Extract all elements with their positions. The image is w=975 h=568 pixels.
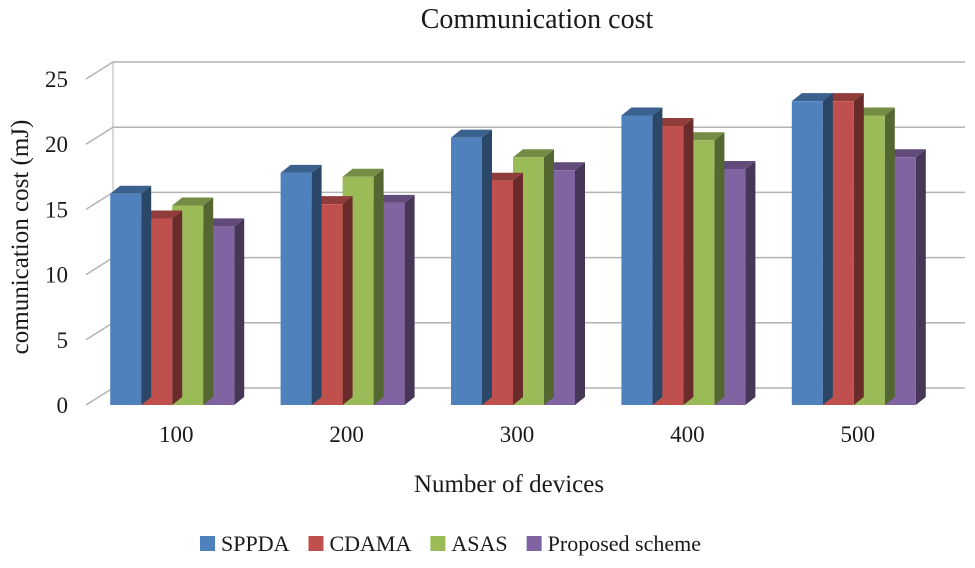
bar-side (513, 172, 523, 405)
legend-item-sppda: SPPDA (200, 531, 290, 556)
y-tick-label: 20 (45, 132, 68, 157)
bar-side (141, 185, 152, 405)
x-axis-label: Number of devices (414, 471, 604, 498)
bar-top (683, 132, 725, 141)
legend-label: ASAS (451, 531, 507, 556)
bar-sppda-200 (280, 164, 322, 405)
axes: 0 5 10 15 20 25 100 200 300 400 500 (45, 67, 875, 447)
bar-top (621, 107, 663, 116)
bar-side (311, 164, 322, 405)
gridline (85, 61, 965, 80)
bar-side (745, 160, 756, 405)
bar-side (884, 107, 895, 406)
bar-sppda-100 (110, 185, 152, 405)
bar-front (110, 193, 142, 405)
bar-top (141, 210, 183, 219)
chart-title: Communication cost (421, 4, 654, 35)
bar-top (203, 218, 245, 227)
x-tick-label: 400 (670, 422, 705, 447)
bar-side (373, 168, 384, 405)
bar-side (683, 117, 694, 405)
y-tick-label: 5 (57, 328, 69, 353)
bar-side (172, 210, 183, 405)
bar-front (621, 115, 653, 406)
bar-front (791, 101, 823, 405)
bar-top (280, 164, 322, 173)
x-tick-label: 200 (329, 422, 364, 447)
legend-item-proposed-scheme: Proposed scheme (526, 531, 701, 556)
bar-side (915, 149, 926, 405)
bar-top (110, 185, 152, 194)
bar-top (791, 93, 833, 102)
bar-top (544, 162, 585, 171)
bar-side (544, 149, 554, 405)
bar-top (172, 197, 214, 206)
legend-swatch (200, 536, 215, 551)
bar-side (482, 129, 492, 405)
bar-side (575, 162, 585, 405)
y-tick-label: 25 (45, 67, 68, 92)
bar-sppda-400 (621, 107, 663, 406)
y-tick-label: 0 (57, 393, 69, 418)
x-tick-label: 100 (159, 422, 194, 447)
legend-item-cdama: CDAMA (308, 531, 411, 556)
bar-side (404, 194, 415, 405)
bar-sppda-500 (791, 93, 833, 405)
bar-top (884, 149, 926, 158)
bar-side (342, 196, 353, 405)
bar-side (652, 107, 663, 406)
bar-top (451, 129, 492, 138)
bars (110, 93, 926, 406)
bar-top (482, 172, 523, 181)
bar-side (234, 218, 245, 405)
bar-side (714, 132, 725, 405)
legend-label: CDAMA (329, 531, 411, 556)
bar-side (853, 93, 864, 405)
legend-label: SPPDA (221, 531, 290, 556)
bar-sppda-300 (451, 129, 492, 405)
bar-side (822, 93, 833, 405)
bar-top (853, 107, 895, 116)
y-tick-label: 15 (45, 197, 68, 222)
legend-swatch (308, 536, 324, 551)
legend-item-asas: ASAS (430, 531, 508, 556)
bar-top (822, 93, 864, 102)
y-axis-label: comunication cost (mJ) (7, 120, 34, 355)
bar-front (451, 137, 482, 405)
bar-front (280, 172, 312, 405)
bar-top (311, 196, 353, 205)
bar-top (513, 149, 554, 158)
bar-cdama-400 (652, 117, 694, 405)
bar-side (203, 197, 214, 405)
legend: SPPDA CDAMA ASAS Proposed scheme (200, 531, 701, 556)
bar-top (652, 117, 694, 126)
y-tick-label: 10 (45, 263, 68, 288)
legend-swatch (430, 536, 446, 551)
bar-top (373, 194, 415, 203)
legend-label: Proposed scheme (548, 531, 701, 556)
bar-top (342, 168, 384, 177)
x-tick-label: 300 (500, 422, 535, 447)
bar-top (714, 160, 756, 169)
legend-swatch (526, 536, 542, 551)
x-tick-label: 500 (841, 422, 876, 447)
